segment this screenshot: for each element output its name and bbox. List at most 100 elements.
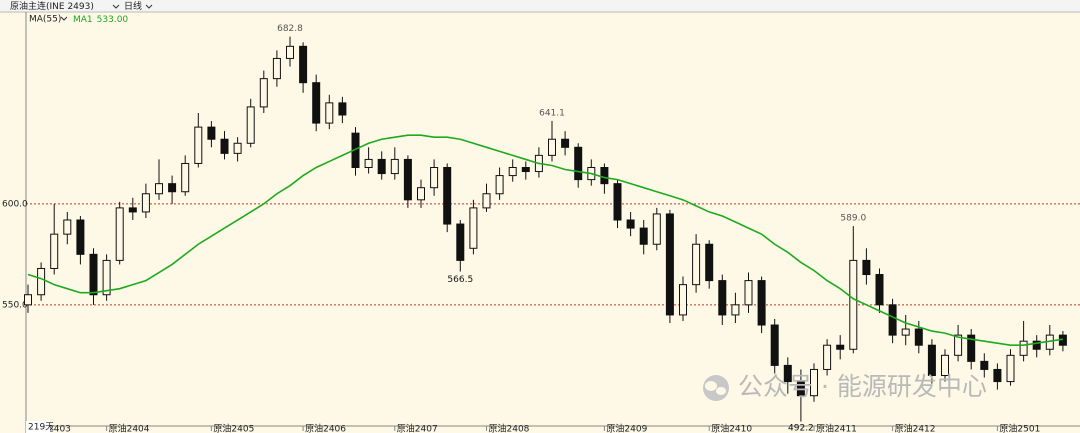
candle-body [299,45,308,84]
candle-body [115,207,124,261]
x-tick-label: 原油2501 [999,423,1040,433]
extreme-label: 492.2 [788,424,814,433]
x-tick-label: 原油2409 [606,423,647,433]
x-tick-label: 原油2403 [30,423,71,433]
candle-body [259,78,268,108]
candle-body [980,360,989,370]
candle-body [862,259,871,276]
candle-body [692,243,701,286]
candle-body [574,146,583,181]
candle-body [233,142,242,154]
x-tick-label: 原油2406 [305,423,346,433]
candle-body [613,183,622,221]
ma-name: MA1 [73,15,93,25]
candle-body [430,167,439,189]
ma-line [27,134,1064,347]
indicator[interactable]: MA(55) [29,15,61,25]
candle-body [626,219,635,229]
candle-body [757,280,766,326]
candle-body [639,227,648,245]
candle-body [652,213,661,245]
candle-body [875,274,884,306]
candle-body [469,207,478,249]
x-tick-label: 原油2407 [397,423,438,433]
candle-body [443,167,452,225]
candle-body [390,158,399,175]
dropdown-icon[interactable] [145,4,153,9]
candle-body [600,167,609,185]
x-tick-label: 原油2412 [895,423,936,433]
extreme-label: 641.1 [539,108,565,118]
candle-body [246,106,255,144]
ma-last: 533.00 [97,15,129,25]
candle-body [181,162,190,193]
candle-body [941,354,949,377]
candle-body [482,193,491,209]
candle-body [508,167,517,177]
period[interactable]: 日线 [124,0,142,12]
candle-body [24,294,32,306]
candle-body [836,344,845,350]
candle-body [1019,340,1028,356]
header-bar [0,0,1080,12]
candle-body [679,284,687,316]
candle-body [194,126,203,164]
candle-body [377,158,386,175]
x-tick-label: 原油2411 [816,423,857,433]
candle-body [76,219,85,255]
candle-body [403,158,412,201]
candle-body [272,57,281,80]
candle-body [168,183,177,193]
candle-body [770,324,779,366]
candle-body [810,368,818,397]
candle-body [63,219,72,235]
candle-body [849,259,858,350]
candle-body [954,334,963,356]
y-tick-label: 550.0 [2,300,28,310]
candle-body [914,328,923,346]
candle-body [1032,340,1041,350]
x-tick-label: 原油2404 [109,423,150,433]
extreme-label: 566.5 [447,275,473,285]
candle-body [220,138,229,154]
candle-body [50,233,59,269]
candle-body [548,138,556,156]
watermark-text: 公众号 · 能源研发中心 [738,372,987,401]
candle-body [417,187,425,201]
x-tick-label: 原油2410 [711,423,752,433]
candle-body [495,175,504,195]
candle-body [796,381,805,397]
candle-body [731,304,740,316]
candle-body [456,223,465,261]
chart-title: 原油主连(INE 2493) [10,0,94,12]
x-tick-label: 原油2408 [489,423,530,433]
watermark-icon [705,381,717,391]
candle-body [521,167,530,173]
candle-body [37,267,46,296]
candle-body [967,334,976,362]
candle-body [207,126,216,140]
candle-body [665,213,674,316]
dropdown-icon[interactable] [112,4,120,9]
candle-body [128,207,137,213]
candle-body [783,364,792,383]
extreme-label: 589.0 [840,214,866,224]
extreme-label: 682.8 [277,24,303,34]
candle-body [89,253,98,296]
candle-body [718,280,727,316]
day-count: 219天 [28,423,54,433]
candle-body [744,280,753,306]
y-tick-label: 600.0 [2,199,28,209]
candle-body [338,102,347,116]
candle-body [901,328,910,336]
candle-body [1006,354,1015,383]
watermark: 公众号 · 能源研发中心 [703,372,987,401]
dropdown-icon[interactable] [60,16,68,21]
candle-body [155,183,163,195]
candle-body [312,82,321,124]
candle-body [102,259,111,296]
x-tick-label: 原油2405 [213,423,254,433]
candle-body [286,45,294,59]
